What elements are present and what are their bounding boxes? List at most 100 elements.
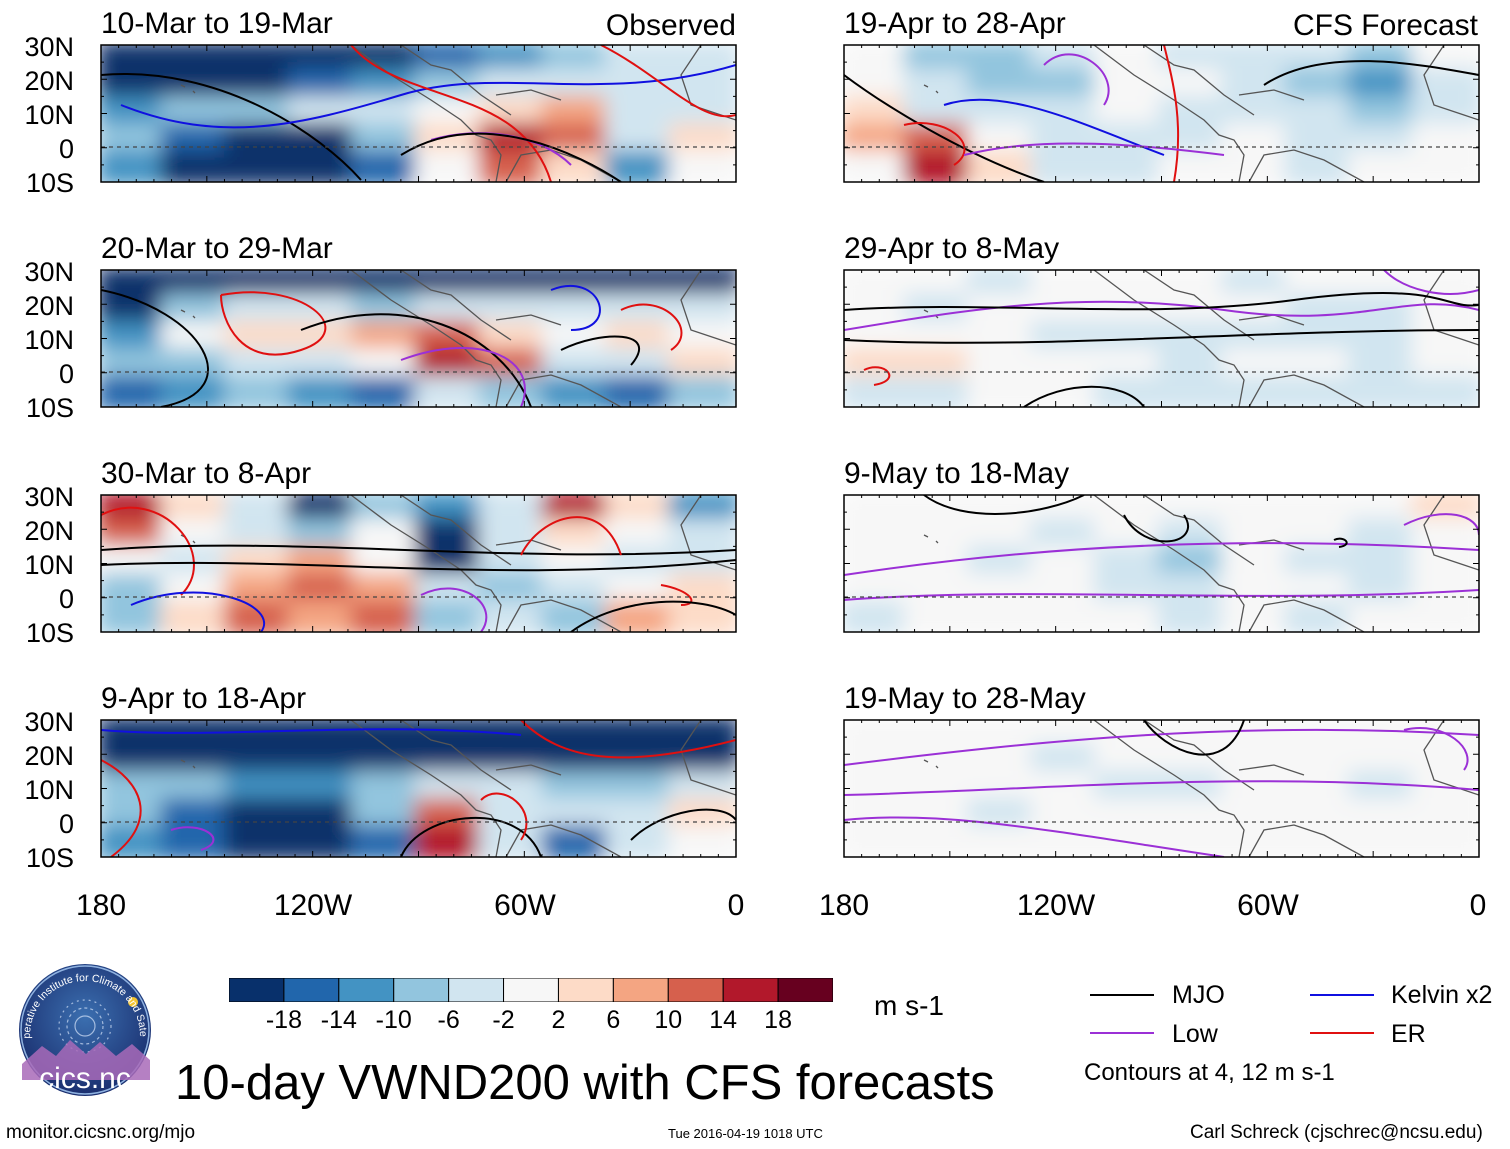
legend-label-low: Low: [1172, 1020, 1218, 1048]
y-tick-label: 10N: [24, 775, 74, 805]
heat-cell: [287, 600, 359, 632]
x-tick-right-3: 0: [1469, 889, 1487, 922]
heat-cell: [1221, 825, 1293, 857]
low-contour: [963, 142, 1225, 156]
low-contour: [400, 346, 526, 407]
er-contour: [101, 506, 195, 596]
heat-cell: [844, 825, 912, 857]
low-contour: [170, 826, 215, 851]
heat-cell: [224, 375, 296, 407]
y-tick-label: 10S: [25, 843, 74, 873]
colorbar-swatch: [283, 978, 340, 1002]
heat-cell: [1411, 825, 1479, 857]
logo-mountain-icon: [22, 1040, 150, 1080]
heat-cell: [541, 825, 613, 857]
heat-cell: [844, 600, 912, 632]
heat-cell: [351, 600, 423, 632]
colorbar-tick-label: 10: [654, 1006, 683, 1034]
colorbar-swatch: [503, 978, 559, 1002]
colorbar-swatch: [338, 978, 395, 1002]
heat-cell: [668, 150, 736, 182]
footer-author: Carl Schreck (cjschrec@ncsu.edu): [1190, 1122, 1483, 1143]
low-contour: [1383, 270, 1479, 295]
footer-url: monitor.cicsnc.org/mjo: [6, 1122, 196, 1143]
heat-cell: [1348, 600, 1420, 632]
y-tick-label: 30N: [24, 257, 74, 287]
low-contour: [844, 780, 1479, 796]
heat-cell: [478, 825, 550, 857]
heat-cell: [224, 150, 296, 182]
mjo-contour: [300, 313, 532, 407]
coastline: [180, 495, 736, 632]
legend-label-kelvin: Kelvin x2: [1391, 981, 1493, 1009]
map-panel-0-3: [100, 719, 737, 858]
mjo-contour: [1263, 60, 1479, 86]
map-panel-1-0: [843, 44, 1480, 183]
y-tick-label: 0: [58, 359, 74, 389]
mjo-contour: [400, 816, 542, 857]
panel-frame: [843, 494, 1480, 633]
heat-cell: [160, 375, 232, 407]
panel-title-0-1: 20-Mar to 29-Mar: [101, 232, 333, 265]
kelvin-contour: [120, 64, 736, 129]
observed-label: Observed: [605, 9, 736, 42]
legend-swatch-mjo: [1090, 994, 1154, 996]
heat-cell: [541, 150, 613, 182]
heat-cell: [351, 150, 423, 182]
heat-cell: [478, 375, 550, 407]
mjo-contour: [1143, 720, 1245, 756]
heat-cell: [160, 150, 232, 182]
mjo-contour: [101, 73, 362, 181]
panel-frame: [100, 44, 737, 183]
panel-title-1-3: 19-May to 28-May: [844, 682, 1086, 715]
colorbar-units: m s-1: [874, 990, 944, 1021]
x-tick-left-3: 0: [727, 889, 745, 922]
heat-cell: [668, 825, 736, 857]
legend-note: Contours at 4, 12 m s-1: [1084, 1059, 1335, 1086]
kelvin-contour: [101, 728, 522, 736]
y-tick-label: 20N: [24, 516, 74, 546]
x-tick-right-2: 60W: [1237, 889, 1299, 922]
mjo-contour: [560, 335, 640, 366]
colorbar-tick-label: -2: [492, 1006, 515, 1034]
heat-cell: [414, 375, 486, 407]
heat-cell: [1284, 825, 1356, 857]
heat-cell: [351, 375, 423, 407]
mjo-contour: [1023, 385, 1145, 407]
colorbar-tick-label: -10: [375, 1006, 412, 1034]
panel-title-0-3: 9-Apr to 18-Apr: [101, 682, 307, 715]
heat-cell: [101, 150, 169, 182]
coastline: [923, 495, 1479, 632]
low-contour: [844, 542, 1479, 576]
mjo-contour: [844, 292, 1479, 311]
heat-cell: [903, 825, 975, 857]
colorbar-swatch: [557, 978, 614, 1002]
low-contour: [844, 816, 1225, 857]
y-tick-label: 10N: [24, 325, 74, 355]
colorbar-tick-label: -14: [320, 1006, 357, 1034]
heat-cell: [160, 600, 232, 632]
mjo-contour: [844, 329, 1479, 344]
heat-cell: [478, 600, 550, 632]
panel-title-0-0: 10-Mar to 19-Mar: [101, 7, 333, 40]
map-panel-1-2: [843, 494, 1480, 633]
coastline: [180, 720, 736, 857]
y-tick-label: 10S: [25, 618, 74, 648]
panel-title-1-1: 29-Apr to 8-May: [844, 232, 1060, 265]
heat-cell: [1094, 825, 1166, 857]
x-tick-right-0: 180: [818, 889, 870, 922]
heat-cell: [1094, 150, 1166, 182]
mjo-contour: [400, 132, 622, 182]
y-tick-label: 20N: [24, 291, 74, 321]
coastline: [923, 45, 1479, 182]
heat-cell: [414, 150, 486, 182]
coastline: [180, 270, 736, 407]
heat-cell: [224, 825, 296, 857]
mjo-contour: [923, 495, 1085, 515]
x-tick-left-1: 120W: [273, 889, 353, 922]
er-contour: [660, 584, 693, 606]
heat-cell: [478, 150, 550, 182]
er-contour: [101, 759, 142, 857]
colorbar-swatch: [667, 978, 724, 1002]
y-tick-label: 10N: [24, 550, 74, 580]
